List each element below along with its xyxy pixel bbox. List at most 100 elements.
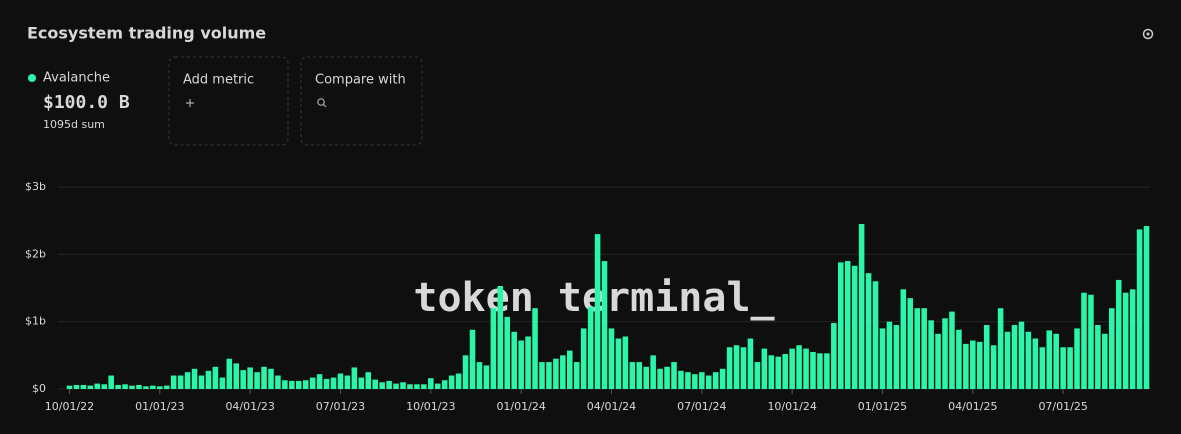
y-tick-label: $3b	[25, 180, 46, 193]
bar	[740, 347, 747, 389]
bar	[344, 375, 351, 389]
bar	[622, 336, 629, 389]
bar	[705, 375, 712, 389]
bar	[379, 382, 385, 389]
watermark: token terminal_	[413, 275, 775, 321]
bar	[275, 375, 281, 389]
bar	[170, 375, 177, 389]
compare-with[interactable]: Compare with	[300, 56, 423, 146]
search-handle[interactable]	[322, 103, 327, 108]
legend-dot	[28, 74, 36, 82]
bar	[580, 328, 587, 389]
bar	[302, 380, 309, 389]
bar	[1018, 321, 1025, 389]
bar	[240, 370, 246, 389]
bar	[462, 355, 469, 389]
bar	[455, 373, 462, 389]
bar	[553, 358, 559, 389]
compare-label[interactable]: Compare with	[315, 73, 406, 88]
bar	[365, 372, 372, 389]
x-tick-label: 01/01/23	[135, 400, 184, 413]
settings-icon[interactable]	[1142, 28, 1154, 40]
compare-box[interactable]	[300, 56, 423, 146]
bar	[282, 380, 288, 389]
bar	[1039, 347, 1046, 389]
bar	[761, 348, 768, 389]
bar	[782, 353, 788, 389]
chart-title: Ecosystem trading volume	[27, 24, 266, 43]
x-tick-label: 01/01/25	[858, 400, 907, 413]
x-tick-label: 10/01/23	[406, 400, 455, 413]
bar	[858, 224, 865, 389]
bar	[1115, 279, 1122, 389]
y-tick-label: $1b	[25, 315, 46, 328]
bar	[928, 320, 934, 389]
x-tick-label: 10/01/22	[45, 400, 94, 413]
search-icon[interactable]	[317, 98, 325, 106]
bar	[851, 265, 858, 389]
plus-icon[interactable]	[186, 99, 194, 107]
bar	[108, 375, 114, 389]
bar	[1074, 328, 1080, 389]
x-tick-label: 04/01/23	[225, 400, 274, 413]
bar	[115, 384, 121, 389]
bar	[1067, 347, 1073, 389]
bar	[66, 385, 73, 389]
bar	[351, 367, 358, 389]
bar	[976, 341, 983, 389]
bar	[629, 362, 636, 389]
bar	[198, 375, 205, 389]
bar	[1025, 331, 1032, 389]
bar	[434, 383, 441, 389]
bar	[650, 355, 656, 389]
bar	[789, 348, 795, 389]
bar	[664, 366, 670, 389]
bar	[872, 281, 879, 389]
bar	[1088, 294, 1094, 389]
bar	[608, 328, 615, 389]
bar	[879, 328, 886, 389]
bar	[497, 285, 504, 389]
bar	[1081, 292, 1087, 389]
bar	[386, 380, 392, 389]
bar	[428, 378, 434, 389]
bar	[150, 385, 156, 389]
bar	[692, 374, 698, 389]
bar	[831, 323, 837, 389]
bar	[699, 372, 705, 389]
bar	[414, 384, 420, 389]
bar	[261, 366, 267, 389]
bar	[768, 355, 775, 389]
add-metric-box[interactable]	[168, 56, 289, 146]
bar	[796, 345, 802, 389]
x-tick-label: 01/01/24	[496, 400, 545, 413]
bar	[942, 318, 948, 389]
bar	[233, 363, 240, 389]
bar	[226, 358, 233, 389]
bar	[1095, 325, 1101, 389]
bar	[893, 325, 900, 389]
add-metric[interactable]: Add metric	[168, 56, 289, 146]
bar	[539, 362, 545, 389]
bar	[754, 362, 761, 389]
bar	[441, 380, 448, 389]
bar	[511, 331, 517, 389]
bar	[254, 372, 260, 389]
bar	[678, 370, 684, 389]
bar	[483, 365, 490, 389]
bar	[921, 308, 927, 389]
bar	[1046, 330, 1053, 389]
gear-hub[interactable]	[1146, 32, 1150, 36]
bar	[219, 377, 226, 389]
bar	[504, 316, 511, 389]
gear[interactable]	[1142, 28, 1154, 40]
bar	[469, 329, 476, 389]
bar	[615, 338, 622, 389]
bar	[525, 336, 531, 389]
bar	[421, 384, 427, 389]
bar	[1109, 308, 1115, 389]
x-tick-label: 07/01/25	[1038, 400, 1087, 413]
bar	[316, 374, 323, 389]
add-metric-label[interactable]: Add metric	[183, 73, 254, 88]
x-tick-label: 07/01/24	[677, 400, 726, 413]
